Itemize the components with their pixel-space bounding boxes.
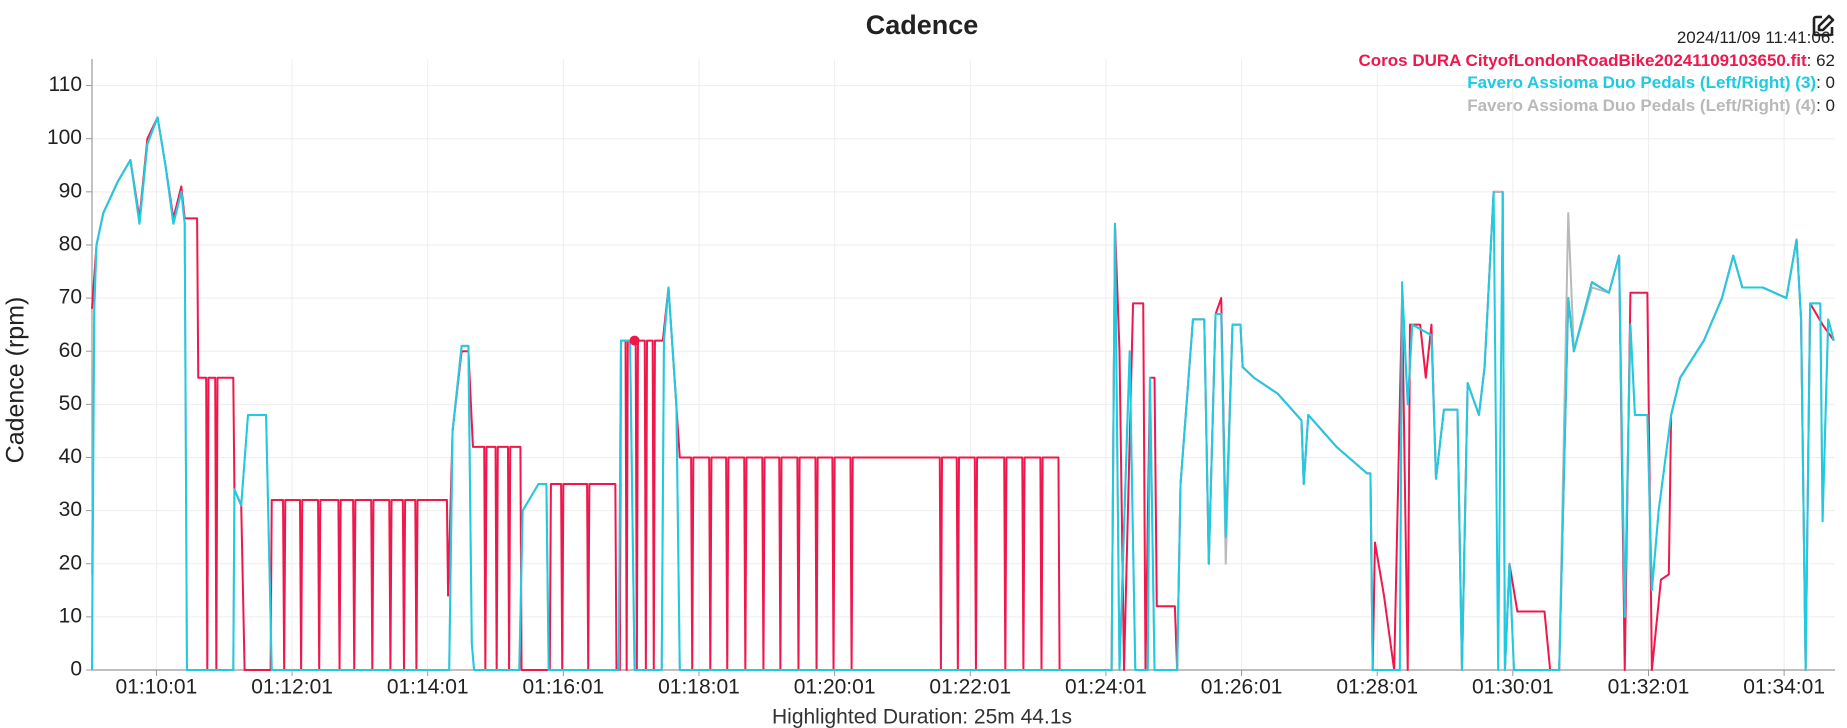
legend-name: Coros DURA CityofLondonRoadBike202411091…	[1358, 50, 1807, 70]
y-tick-label: 40	[59, 445, 82, 468]
x-tick-label: 01:34:01	[1743, 676, 1825, 699]
x-tick-label: 01:24:01	[1065, 676, 1147, 699]
y-tick-label: 20	[59, 551, 82, 574]
x-tick-label: 01:14:01	[387, 676, 469, 699]
legend-value: 0	[1816, 96, 1835, 115]
y-tick-label: 30	[59, 498, 82, 521]
y-axis-label: Cadence (rpm)	[2, 297, 30, 464]
highlight-marker	[629, 335, 640, 346]
legend-entry: Coros DURA CityofLondonRoadBike202411091…	[1359, 50, 1835, 73]
legend-name: Favero Assioma Duo Pedals (Left/Right) (…	[1467, 73, 1817, 92]
x-tick-label: 01:16:01	[522, 676, 604, 699]
legend-name: Favero Assioma Duo Pedals (Left/Right) (…	[1467, 95, 1817, 115]
x-tick-label: 01:20:01	[794, 676, 876, 699]
y-tick-label: 50	[59, 392, 82, 415]
x-tick-label: 01:18:01	[658, 676, 740, 699]
edit-button[interactable]	[1811, 14, 1835, 38]
y-tick-label: 100	[47, 126, 82, 149]
y-tick-label: 0	[70, 658, 82, 681]
series-line	[91, 116, 1835, 671]
y-tick-label: 60	[59, 339, 82, 362]
legend-entry: Favero Assioma Duo Pedals (Left/Right) (…	[1359, 95, 1835, 118]
x-tick-label: 01:32:01	[1608, 676, 1690, 699]
y-tick-label: 70	[59, 286, 82, 309]
y-tick-label: 90	[59, 179, 82, 202]
x-tick-label: 01:28:01	[1336, 676, 1418, 699]
chart-title: Cadence	[866, 10, 979, 40]
readout-time: 2024/11/09 11:41:06:	[1676, 28, 1835, 47]
x-tick-label: 01:12:01	[251, 676, 333, 699]
x-tick-label: 01:10:01	[116, 676, 198, 699]
series-line	[91, 116, 1835, 671]
x-tick-label: 01:30:01	[1472, 676, 1554, 699]
y-tick-label: 110	[49, 73, 82, 96]
legend-entry: Favero Assioma Duo Pedals (Left/Right) (…	[1359, 72, 1835, 95]
legend-value: 62	[1807, 51, 1835, 70]
footer: Highlighted Duration: 25m 44.1s	[772, 706, 1072, 728]
y-tick-label: 80	[59, 233, 82, 256]
y-tick-label: 10	[59, 604, 82, 627]
legend-value: 0	[1816, 73, 1835, 92]
x-tick-label: 01:22:01	[929, 676, 1011, 699]
x-tick-label: 01:26:01	[1201, 676, 1283, 699]
readout: 2024/11/09 11:41:06: Coros DURA CityofLo…	[1359, 27, 1835, 117]
